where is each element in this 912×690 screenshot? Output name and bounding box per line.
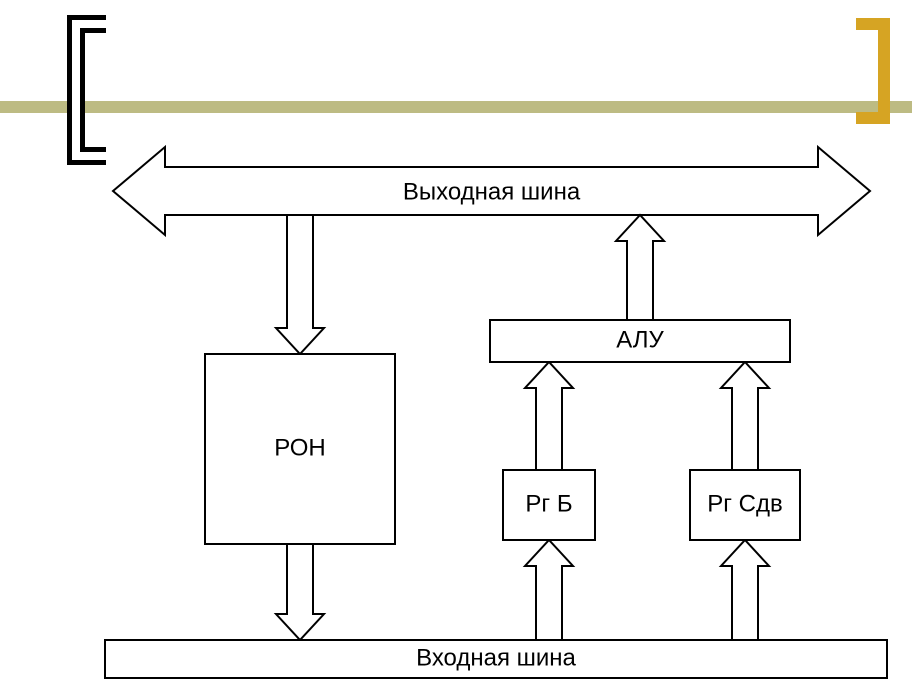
rg-b-label: Рг Б: [525, 490, 572, 517]
diagram-stage: Выходная шина РОН АЛУ Рг Б Рг Сдв Входная шин…: [0, 0, 912, 690]
rg-sdv-label: Рг Сдв: [707, 490, 783, 517]
alu-label: АЛУ: [616, 326, 664, 353]
diagram-svg: Выходная шина РОН АЛУ Рг Б Рг Сдв Входная шин…: [0, 0, 912, 690]
input-bus-label: Входная шина: [416, 644, 576, 671]
ron-label: РОН: [274, 434, 325, 461]
output-bus-label: Выходная шина: [403, 178, 581, 205]
